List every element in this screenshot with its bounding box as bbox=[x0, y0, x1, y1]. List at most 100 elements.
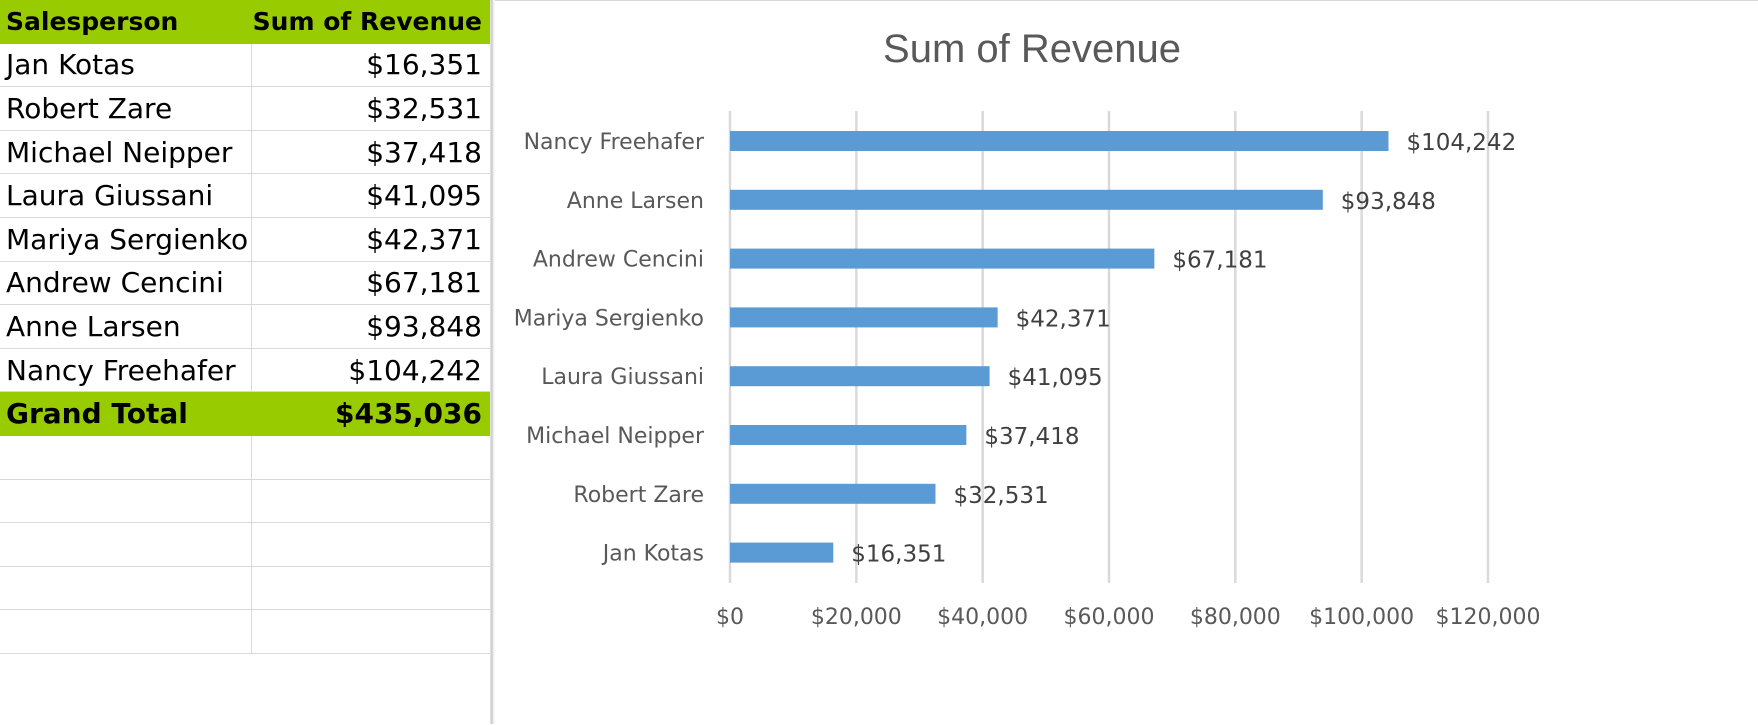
revenue-cell[interactable]: $42,371 bbox=[252, 218, 488, 261]
x-tick-label: $20,000 bbox=[811, 605, 902, 630]
salesperson-cell[interactable]: Laura Giussani bbox=[0, 174, 252, 217]
column-divider bbox=[490, 0, 495, 724]
empty-cell[interactable] bbox=[0, 523, 252, 566]
category-labels: Nancy Freehafer Anne Larsen Andrew Cencini… bbox=[514, 130, 705, 567]
empty-cell[interactable] bbox=[252, 480, 488, 523]
pivot-table: Salesperson Sum of Revenue Jan Kotas $16… bbox=[0, 0, 492, 654]
table-row: Andrew Cencini $67,181 bbox=[0, 261, 492, 306]
chart-title[interactable]: Sum of Revenue bbox=[883, 27, 1181, 71]
x-tick-label: $120,000 bbox=[1436, 605, 1541, 630]
empty-cell[interactable] bbox=[252, 567, 488, 610]
salesperson-cell[interactable]: Anne Larsen bbox=[0, 305, 252, 348]
x-axis-tick-labels: $0 $20,000 $40,000 $60,000 $80,000 $100,000 $1… bbox=[716, 605, 1540, 630]
grand-total-label: Grand Total bbox=[6, 397, 188, 431]
salesperson-cell[interactable]: Michael Neipper bbox=[0, 130, 252, 174]
empty-row bbox=[0, 435, 492, 480]
table-header-row: Salesperson Sum of Revenue bbox=[0, 0, 492, 44]
empty-row bbox=[0, 523, 492, 567]
salesperson-name: Michael Neipper bbox=[6, 135, 233, 169]
revenue-cell[interactable]: $93,848 bbox=[252, 305, 488, 348]
table-row: Robert Zare $32,531 bbox=[0, 87, 492, 131]
revenue-cell[interactable]: $32,531 bbox=[252, 87, 488, 130]
salesperson-cell[interactable]: Nancy Freehafer bbox=[0, 348, 252, 392]
header-revenue-label: Sum of Revenue bbox=[252, 6, 482, 36]
category-label: Laura Giussani bbox=[541, 365, 704, 390]
header-salesperson-label: Salesperson bbox=[6, 6, 179, 36]
salesperson-name: Laura Giussani bbox=[6, 179, 214, 213]
empty-cell[interactable] bbox=[252, 436, 488, 479]
empty-cell[interactable] bbox=[0, 566, 252, 610]
category-label: Michael Neipper bbox=[526, 424, 705, 449]
table-row: Jan Kotas $16,351 bbox=[0, 43, 492, 88]
salesperson-cell[interactable]: Robert Zare bbox=[0, 87, 252, 130]
bar[interactable] bbox=[730, 248, 1155, 269]
category-label: Jan Kotas bbox=[601, 542, 704, 567]
revenue-value: $104,242 bbox=[348, 353, 482, 387]
category-label: Anne Larsen bbox=[567, 189, 704, 214]
gridlines bbox=[728, 111, 1490, 583]
x-tick-label: $100,000 bbox=[1309, 605, 1414, 630]
empty-row bbox=[0, 610, 492, 654]
x-tick-label: $60,000 bbox=[1064, 605, 1155, 630]
empty-cell[interactable] bbox=[252, 523, 488, 566]
revenue-cell[interactable]: $37,418 bbox=[252, 131, 488, 174]
grand-total-value-cell[interactable]: $435,036 bbox=[252, 392, 488, 435]
bar[interactable] bbox=[730, 131, 1389, 151]
data-label[interactable]: $16,351 bbox=[851, 542, 946, 568]
revenue-cell[interactable]: $104,242 bbox=[252, 349, 488, 392]
data-label[interactable]: $37,418 bbox=[984, 424, 1079, 450]
category-label: Robert Zare bbox=[573, 483, 704, 508]
x-tick-label: $40,000 bbox=[937, 605, 1028, 630]
data-label[interactable]: $104,242 bbox=[1406, 130, 1516, 156]
revenue-cell[interactable]: $41,095 bbox=[252, 174, 488, 217]
table-row: Anne Larsen $93,848 bbox=[0, 305, 492, 349]
empty-cell[interactable] bbox=[0, 479, 252, 523]
revenue-value: $93,848 bbox=[366, 309, 482, 343]
revenue-cell[interactable]: $67,181 bbox=[252, 262, 488, 305]
salesperson-name: Nancy Freehafer bbox=[6, 353, 236, 387]
salesperson-name: Andrew Cencini bbox=[6, 266, 224, 300]
revenue-value: $37,418 bbox=[366, 135, 482, 169]
salesperson-cell[interactable]: Andrew Cencini bbox=[0, 261, 252, 305]
revenue-cell[interactable]: $16,351 bbox=[252, 44, 488, 87]
chart-canvas: Nancy Freehafer Anne Larsen Andrew Cencini… bbox=[514, 27, 1541, 630]
category-label: Nancy Freehafer bbox=[524, 130, 705, 155]
table-row: Michael Neipper $37,418 bbox=[0, 130, 492, 175]
category-label: Mariya Sergienko bbox=[514, 306, 704, 331]
bar[interactable] bbox=[730, 189, 1323, 210]
salesperson-cell[interactable]: Jan Kotas bbox=[0, 43, 252, 87]
empty-row bbox=[0, 566, 492, 611]
salesperson-name: Anne Larsen bbox=[6, 309, 181, 343]
x-tick-label: $0 bbox=[716, 605, 744, 630]
bar[interactable] bbox=[730, 483, 936, 504]
grand-total-row: Grand Total $435,036 bbox=[0, 392, 492, 436]
bar[interactable] bbox=[730, 425, 967, 445]
data-label[interactable]: $32,531 bbox=[953, 483, 1048, 509]
empty-cell[interactable] bbox=[0, 435, 252, 479]
header-cell-salesperson[interactable]: Salesperson bbox=[0, 0, 252, 43]
bar[interactable] bbox=[730, 542, 834, 563]
salesperson-cell[interactable]: Mariya Sergienko bbox=[0, 217, 252, 261]
empty-cell[interactable] bbox=[252, 610, 488, 653]
revenue-value: $41,095 bbox=[366, 179, 482, 213]
revenue-value: $16,351 bbox=[366, 48, 482, 82]
data-label[interactable]: $42,371 bbox=[1016, 306, 1111, 332]
salesperson-name: Jan Kotas bbox=[6, 48, 135, 82]
data-label[interactable]: $41,095 bbox=[1008, 365, 1103, 391]
grand-total-label-cell[interactable]: Grand Total bbox=[0, 392, 252, 435]
data-label[interactable]: $93,848 bbox=[1341, 189, 1436, 215]
revenue-value: $42,371 bbox=[366, 222, 482, 256]
empty-cell[interactable] bbox=[0, 610, 252, 653]
salesperson-name: Mariya Sergienko bbox=[6, 222, 249, 256]
salesperson-name: Robert Zare bbox=[6, 91, 173, 125]
header-cell-revenue[interactable]: Sum of Revenue bbox=[252, 0, 488, 43]
bar[interactable] bbox=[730, 307, 998, 328]
data-labels: $104,242 $93,848 $67,181 $42,371 $41,095 $37,… bbox=[851, 130, 1516, 568]
bar[interactable] bbox=[730, 366, 990, 387]
revenue-value: $32,531 bbox=[366, 91, 482, 125]
revenue-bar-chart[interactable]: Nancy Freehafer Anne Larsen Andrew Cencini… bbox=[495, 0, 1758, 724]
table-row: Mariya Sergienko $42,371 bbox=[0, 217, 492, 262]
bars bbox=[730, 131, 1389, 563]
data-label[interactable]: $67,181 bbox=[1172, 248, 1267, 274]
empty-row bbox=[0, 479, 492, 524]
